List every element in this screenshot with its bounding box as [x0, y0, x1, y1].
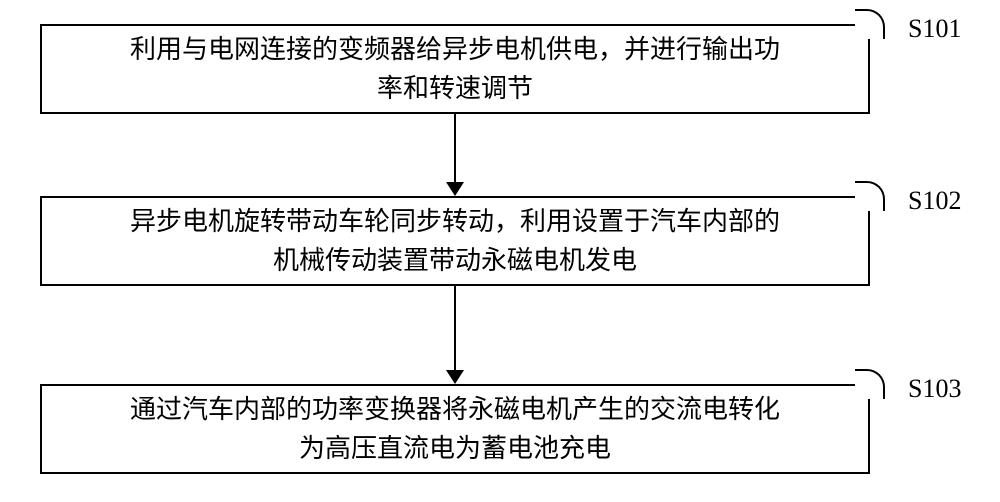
step-label-s102: S102: [908, 186, 961, 216]
connector-line-1: [454, 114, 456, 182]
arrow-head-2: [446, 370, 464, 384]
step-box-s102: 异步电机旋转带动车轮同步转动，利用设置于汽车内部的 机械传动装置带动永磁电机发电: [40, 196, 870, 286]
step-text-s101: 利用与电网连接的变频器给异步电机供电，并进行输出功 率和转速调节: [130, 30, 780, 108]
step-label-s101: S101: [908, 14, 961, 44]
connector-line-2: [454, 286, 456, 370]
step-box-s101: 利用与电网连接的变频器给异步电机供电，并进行输出功 率和转速调节: [40, 24, 870, 114]
flowchart-container: 利用与电网连接的变频器给异步电机供电，并进行输出功 率和转速调节 S101 异步…: [0, 0, 1000, 502]
step-box-s103: 通过汽车内部的功率变换器将永磁电机产生的交流电转化 为高压直流电为蓄电池充电: [40, 384, 870, 474]
step-notch-s102: [855, 181, 885, 211]
step-notch-s103: [855, 369, 885, 399]
step-notch-s101: [855, 9, 885, 39]
step-text-s102: 异步电机旋转带动车轮同步转动，利用设置于汽车内部的 机械传动装置带动永磁电机发电: [130, 202, 780, 280]
step-label-s103: S103: [908, 374, 961, 404]
arrow-head-1: [446, 182, 464, 196]
step-text-s103: 通过汽车内部的功率变换器将永磁电机产生的交流电转化 为高压直流电为蓄电池充电: [130, 390, 780, 468]
